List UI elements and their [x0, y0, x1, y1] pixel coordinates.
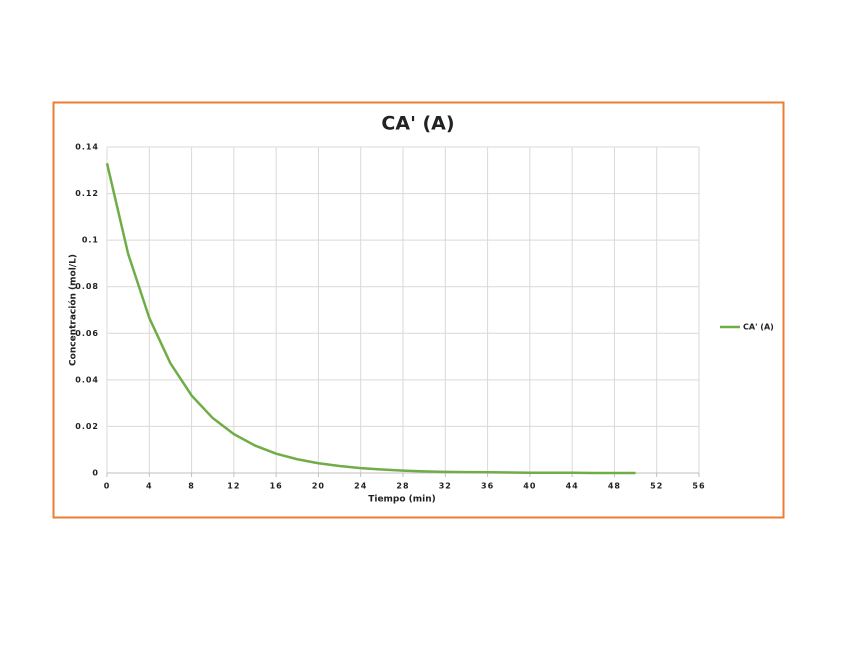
y-tick-label: 0.1 [82, 236, 99, 245]
x-tick-label: 36 [481, 482, 494, 491]
legend-label: CA' (A) [743, 323, 774, 332]
x-tick-label: 4 [146, 482, 153, 491]
y-tick-label: 0 [92, 469, 99, 478]
x-tick-label: 44 [566, 482, 579, 491]
x-tick-label: 56 [692, 482, 705, 491]
x-tick-label: 32 [439, 482, 452, 491]
y-tick-label: 0.14 [75, 143, 99, 152]
x-tick-label: 0 [104, 482, 111, 491]
x-tick-label: 12 [227, 482, 240, 491]
x-tick-label: 40 [523, 482, 536, 491]
x-tick-label: 28 [396, 482, 409, 491]
y-tick-label: 0.08 [75, 282, 99, 291]
y-tick-label: 0.02 [75, 422, 99, 431]
y-tick-label: 0.12 [75, 189, 99, 198]
y-tick-label: 0.06 [75, 329, 99, 338]
x-tick-label: 52 [650, 482, 663, 491]
y-tick-label: 0.04 [75, 375, 99, 384]
x-tick-label: 20 [312, 482, 325, 491]
data-line [105, 163, 636, 475]
x-tick-label: 8 [188, 482, 195, 491]
x-tick-label: 16 [270, 482, 283, 491]
chart-frame [52, 101, 785, 519]
chart-title: CA' (A) [381, 113, 454, 135]
x-tick-label: 24 [354, 482, 367, 491]
x-axis-label: Tiempo (min) [368, 495, 436, 505]
x-tick-label: 48 [608, 482, 621, 491]
y-axis-label: Concentración (mol/L) [68, 254, 79, 366]
